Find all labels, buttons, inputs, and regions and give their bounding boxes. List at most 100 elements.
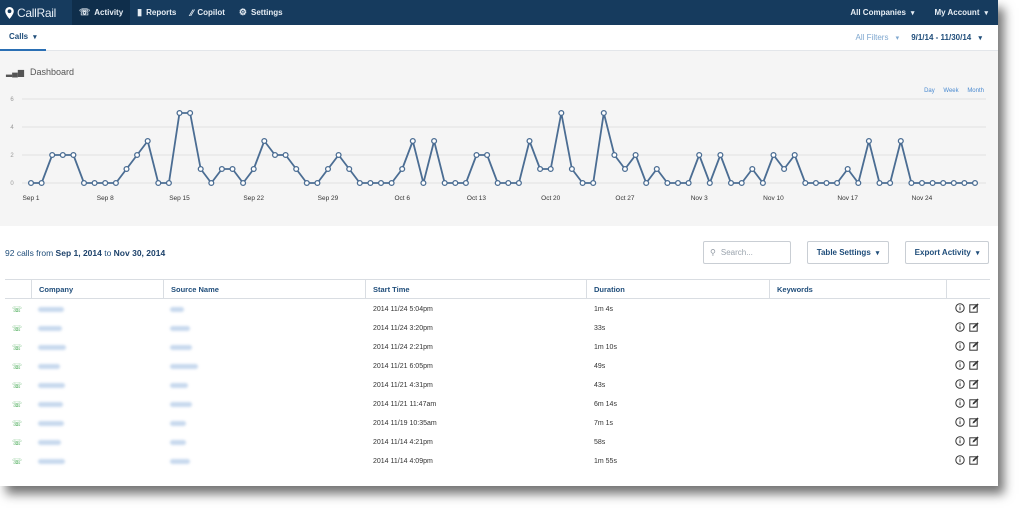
edit-icon[interactable] [969,436,979,446]
calls-dropdown[interactable]: Calls ▾ [0,25,46,51]
source-cell-redacted[interactable] [170,383,188,388]
search-input[interactable]: ⚲ Search... [703,241,791,264]
company-cell-redacted[interactable] [38,364,60,369]
source-cell-redacted[interactable] [170,364,198,369]
nav-item-settings[interactable]: ⚙ Settings [232,0,290,25]
company-cell-redacted[interactable] [38,459,65,464]
table-row[interactable]: ☏ 2014 11/14 4:21pm 58s [5,433,990,452]
x-tick-label: Sep 15 [169,195,190,202]
data-point [749,165,756,173]
header-company[interactable]: Company [31,280,163,299]
y-tick-label: 4 [10,125,14,131]
data-point [112,179,119,187]
edit-icon[interactable] [969,303,979,313]
app-name: CallRail [17,5,56,20]
company-cell-redacted[interactable] [38,440,61,445]
header-label: Duration [594,285,625,294]
company-cell-redacted[interactable] [38,383,65,388]
data-point [759,179,766,187]
all-companies-dropdown[interactable]: All Companies ▾ [840,0,924,25]
edit-icon[interactable] [969,417,979,427]
header-start-time[interactable]: Start Time [365,280,586,299]
chevron-down-icon: ▾ [984,9,988,17]
source-cell-redacted[interactable] [170,307,184,312]
data-point [547,165,554,173]
info-icon[interactable] [955,322,965,332]
table-row[interactable]: ☏ 2014 11/21 6:05pm 49s [5,357,990,376]
duration-cell: 49s [594,363,606,370]
company-cell-redacted[interactable] [38,345,66,350]
chevron-down-icon: ▾ [910,9,915,17]
info-icon[interactable] [955,379,965,389]
x-tick-label: Sep 1 [23,195,40,202]
info-icon[interactable] [955,303,965,313]
date-from: Sep 1, 2014 [55,248,102,258]
header-source-name[interactable]: Source Name [163,280,365,299]
nav-item-copilot[interactable]: ⁄⁄ Copilot [183,0,232,25]
info-icon[interactable] [955,417,965,427]
callrail-logo[interactable]: CallRail [0,6,72,20]
table-row[interactable]: ☏ 2014 11/24 3:20pm 33s [5,319,990,338]
source-cell-redacted[interactable] [170,440,186,445]
company-cell-redacted[interactable] [38,307,64,312]
x-tick-label: Nov 10 [763,195,784,202]
data-point [134,151,141,159]
export-activity-button[interactable]: Export Activity ▾ [905,241,989,264]
range-day[interactable]: Day [924,88,935,94]
info-icon[interactable] [955,360,965,370]
company-cell-redacted[interactable] [38,421,64,426]
source-cell-redacted[interactable] [170,345,192,350]
date-range-label: 9/1/14 - 11/30/14 [911,33,972,42]
edit-icon[interactable] [969,398,979,408]
range-week[interactable]: Week [943,88,959,94]
chevron-down-icon: ▾ [978,35,982,42]
header-keywords[interactable]: Keywords [769,280,946,299]
info-icon[interactable] [955,436,965,446]
nav-item-activity[interactable]: ☏ Activity [72,0,131,25]
phone-icon: ☏ [12,381,23,390]
data-point [49,151,56,159]
all-filters-dropdown[interactable]: All Filters ▾ [856,33,900,42]
data-point [961,179,968,187]
source-cell-redacted[interactable] [170,421,186,426]
x-tick-label: Sep 8 [97,195,114,202]
edit-icon[interactable] [969,455,979,465]
table-row[interactable]: ☏ 2014 11/14 4:09pm 1m 55s [5,452,990,471]
data-point [271,151,279,159]
info-icon[interactable] [955,341,965,351]
table-row[interactable]: ☏ 2014 11/21 4:31pm 43s [5,376,990,395]
y-tick-label: 6 [10,97,14,103]
edit-icon[interactable] [969,379,979,389]
range-month[interactable]: Month [967,88,984,94]
info-icon[interactable] [955,455,965,465]
table-settings-button[interactable]: Table Settings ▾ [807,241,889,264]
source-cell-redacted[interactable] [170,402,192,407]
source-cell-redacted[interactable] [170,326,190,331]
company-cell-redacted[interactable] [38,402,63,407]
nav-item-reports[interactable]: ▮ Reports [130,0,183,25]
table-row[interactable]: ☏ 2014 11/19 10:35am 7m 1s [5,414,990,433]
duration-cell: 43s [594,382,606,389]
edit-icon[interactable] [969,341,979,351]
source-cell-redacted[interactable] [170,459,190,464]
data-point [918,179,926,187]
data-point [971,179,979,187]
gear-icon: ⚙ [238,7,247,17]
data-point [643,179,650,187]
table-row[interactable]: ☏ 2014 11/21 11:47am 6m 14s [5,395,990,414]
header-duration[interactable]: Duration [586,280,769,299]
row-actions [955,455,983,465]
table-row[interactable]: ☏ 2014 11/24 5:04pm 1m 4s [5,300,990,319]
company-cell-redacted[interactable] [38,326,62,331]
my-account-dropdown[interactable]: My Account ▾ [924,0,998,25]
nav-item-label: Activity [94,8,124,17]
info-icon[interactable] [955,398,965,408]
edit-icon[interactable] [969,360,979,370]
row-actions [955,360,983,370]
edit-icon[interactable] [969,322,979,332]
data-point [314,179,321,187]
nav-item-label: Settings [251,8,283,17]
data-point [568,165,575,173]
table-row[interactable]: ☏ 2014 11/24 2:21pm 1m 10s [5,338,990,357]
date-range-dropdown[interactable]: 9/1/14 - 11/30/14 ▾ [911,33,982,42]
